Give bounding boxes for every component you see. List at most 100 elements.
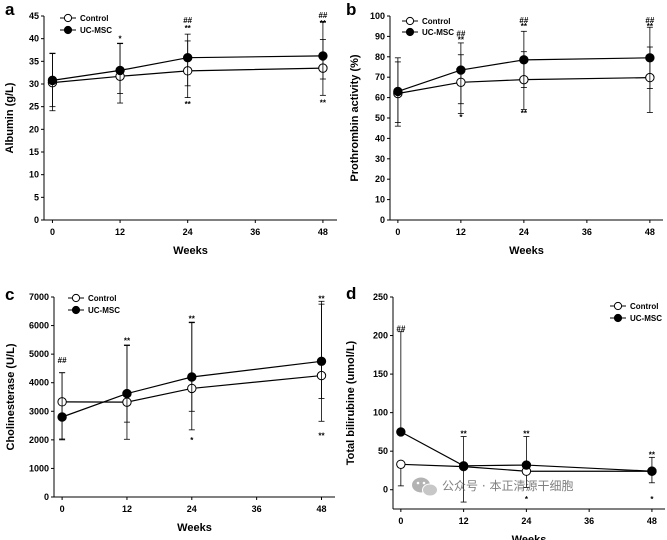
data-point [122, 388, 132, 399]
y-tick-label: 5 [34, 192, 39, 202]
x-tick-label: 48 [647, 516, 657, 526]
series-line [397, 77, 650, 95]
x-tick-label: 12 [115, 227, 125, 237]
x-tick-label: 48 [645, 227, 655, 237]
x-axis-title: Weeks [177, 522, 212, 534]
data-point [393, 86, 403, 97]
significance-label: ** [185, 24, 192, 33]
legend-label: Control [422, 17, 450, 26]
x-axis-title: Weeks [173, 245, 208, 257]
panel-letter: b [346, 0, 356, 19]
panel-letter: d [346, 284, 356, 303]
chart-panel-a: a 0 5 10 15 20 25 30 35 40 45 0 12 24 36 48 Weeks Albumin… [4, 0, 337, 257]
legend: Control UC-MSC [60, 13, 112, 35]
y-tick-label: 70 [375, 72, 385, 82]
y-tick-label: 0 [44, 492, 49, 502]
panel-letter: a [5, 0, 15, 19]
y-tick-label: 40 [29, 34, 39, 44]
y-tick-label: 25 [29, 102, 39, 112]
x-axis-title: Weeks [509, 245, 544, 257]
series-uc-msc [396, 331, 657, 503]
significance-label: ## [519, 16, 528, 25]
legend-marker [613, 301, 623, 311]
legend-marker [63, 25, 73, 35]
x-tick-label: 0 [60, 504, 65, 514]
y-tick-label: 250 [373, 292, 388, 302]
x-tick-label: 36 [584, 516, 594, 526]
significance-label: ## [58, 356, 67, 365]
y-tick-label: 5000 [29, 349, 49, 359]
legend-label: UC-MSC [630, 314, 662, 323]
data-point [521, 460, 532, 470]
legend-marker [63, 13, 73, 23]
significance-label: ** [320, 99, 327, 108]
significance-label: ** [185, 100, 192, 109]
significance-label: ** [318, 294, 325, 303]
legend-label: Control [80, 14, 108, 23]
legend-label: UC-MSC [422, 28, 454, 37]
data-point [47, 75, 58, 86]
legend: Control UC-MSC [402, 16, 454, 37]
y-tick-label: 2000 [29, 435, 49, 445]
x-tick-label: 36 [252, 504, 262, 514]
legend-marker [71, 293, 81, 303]
y-tick-label: 35 [29, 56, 39, 66]
data-point [182, 53, 193, 63]
legend-marker [405, 16, 415, 26]
y-tick-label: 90 [375, 31, 385, 41]
significance-label: ** [521, 22, 528, 31]
y-tick-label: 3000 [29, 406, 49, 416]
y-axis-title: Albumin (g/L) [4, 82, 16, 153]
x-tick-label: 24 [187, 504, 197, 514]
significance-label: * [525, 495, 529, 504]
y-tick-label: 50 [378, 446, 388, 456]
y-tick-label: 10 [375, 195, 385, 205]
y-tick-label: 40 [375, 133, 385, 143]
series-uc-msc [393, 26, 655, 123]
significance-label: ** [523, 429, 530, 438]
series-uc-msc [57, 300, 327, 441]
significance-label: ## [318, 11, 327, 20]
x-tick-label: 12 [459, 516, 469, 526]
watermark-text: 公众号 · 本正清源干细胞 [442, 479, 573, 493]
significance-label: ** [124, 336, 131, 345]
legend-marker [613, 313, 623, 323]
data-point [396, 427, 406, 437]
y-tick-label: 0 [383, 485, 388, 495]
y-axis-title: Total bilirubine (umol/L) [345, 340, 357, 465]
legend-label: Control [88, 294, 116, 303]
data-point [115, 65, 125, 76]
y-tick-label: 45 [29, 11, 39, 21]
legend: Control UC-MSC [610, 301, 662, 323]
y-tick-label: 50 [375, 113, 385, 123]
x-tick-label: 36 [250, 227, 260, 237]
x-tick-label: 24 [519, 227, 529, 237]
y-tick-label: 100 [373, 408, 388, 418]
data-point [318, 51, 328, 61]
x-tick-label: 0 [50, 227, 55, 237]
x-tick-label: 48 [316, 504, 326, 514]
y-tick-label: 80 [375, 52, 385, 62]
y-tick-label: 20 [29, 124, 39, 134]
y-tick-label: 60 [375, 93, 385, 103]
legend-label: UC-MSC [80, 26, 112, 35]
y-tick-label: 20 [375, 174, 385, 184]
x-tick-label: 12 [456, 227, 466, 237]
chart-panel-b: b 0 10 20 30 40 50 60 70 80 90 100 0 12 24 36 48 Weeks Pro… [346, 0, 663, 257]
legend-marker [405, 27, 415, 37]
significance-label: ** [521, 109, 528, 118]
y-tick-label: 0 [380, 215, 385, 225]
x-tick-label: 24 [183, 227, 193, 237]
y-tick-label: 1000 [29, 463, 49, 473]
significance-label: ## [183, 16, 192, 25]
significance-label: ## [456, 29, 465, 38]
chart-panel-d: d 0 50 100 150 200 250 0 12 24 36 48 Weeks Total bili… [345, 284, 665, 540]
y-tick-label: 6000 [29, 321, 49, 331]
chart-panel-c: c 0 1000 2000 3000 4000 5000 6000 7000 0 12 24 36 48 W… [5, 285, 335, 534]
series-line [52, 55, 323, 81]
y-tick-label: 200 [373, 331, 388, 341]
wechat-icon [412, 477, 438, 497]
data-point [396, 459, 406, 469]
significance-label: * [650, 495, 654, 504]
